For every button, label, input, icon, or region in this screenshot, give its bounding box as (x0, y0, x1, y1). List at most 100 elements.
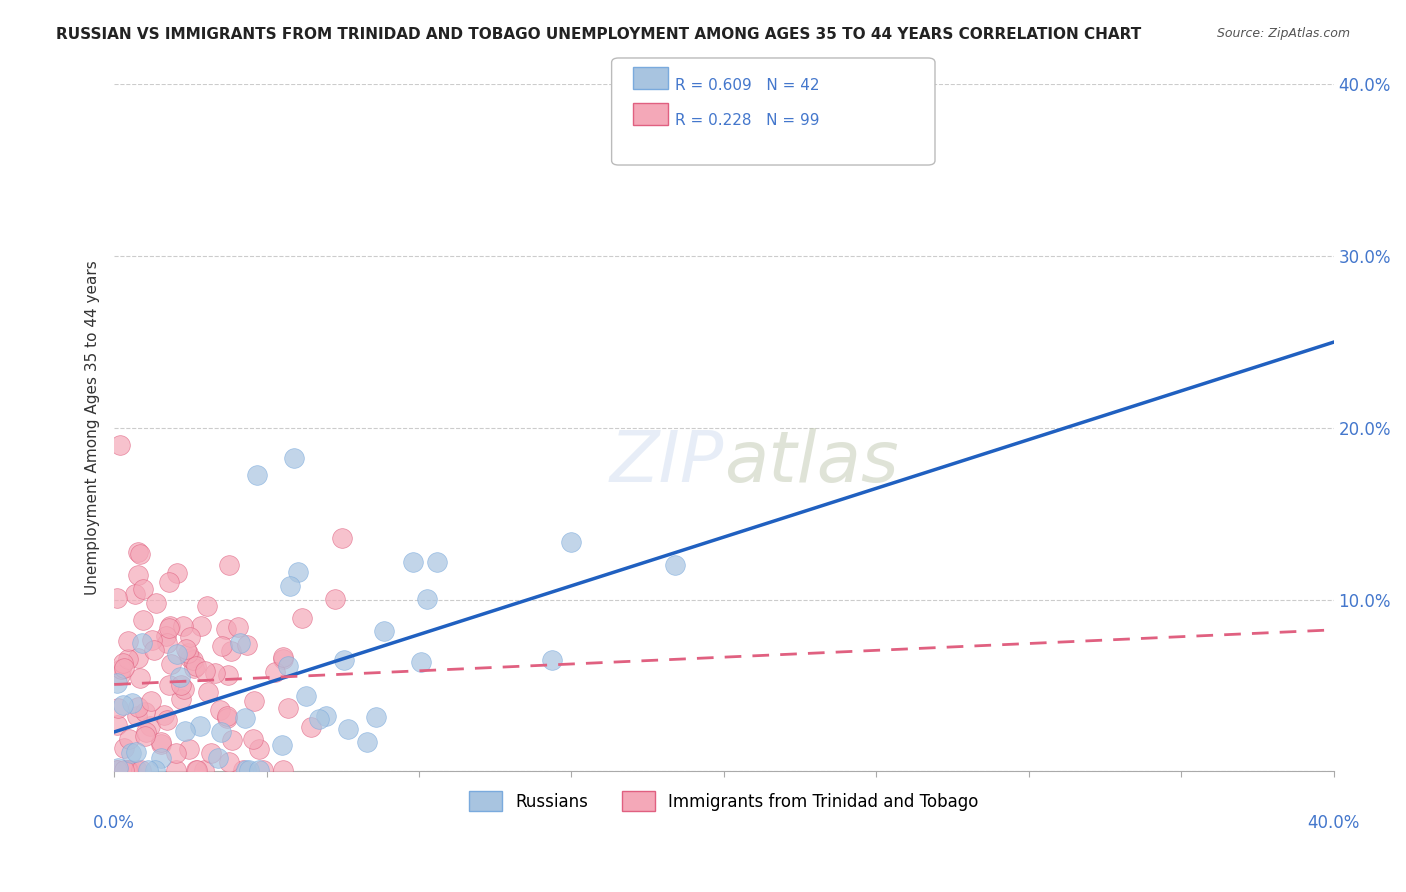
Point (120, 746, 142, 760)
Point (125, 745, 148, 759)
Point (186, 659, 208, 673)
Point (127, 545, 149, 559)
Point (141, 632, 163, 647)
Point (323, 591, 346, 606)
Text: 40.0%: 40.0% (1308, 814, 1360, 832)
Point (235, 763, 257, 777)
Point (232, 763, 254, 777)
Point (112, 741, 135, 756)
Point (105, 676, 128, 690)
Point (166, 647, 188, 661)
Point (157, 621, 180, 635)
Point (153, 708, 176, 723)
Point (560, 534, 582, 549)
Point (127, 699, 149, 714)
Point (105, 763, 128, 777)
Text: ZIP: ZIP (610, 428, 724, 497)
Point (195, 599, 218, 613)
Point (145, 596, 167, 610)
Text: atlas: atlas (724, 428, 898, 497)
Point (179, 742, 201, 756)
Point (337, 722, 360, 736)
Point (204, 666, 226, 681)
Point (271, 738, 294, 752)
Point (107, 761, 129, 775)
Point (364, 710, 387, 724)
Point (107, 700, 129, 714)
Point (110, 662, 132, 676)
Point (179, 651, 201, 665)
Point (218, 756, 240, 770)
Point (160, 657, 183, 671)
Point (183, 661, 205, 675)
Point (291, 611, 314, 625)
Point (277, 658, 299, 673)
Point (271, 649, 294, 664)
Point (135, 725, 157, 739)
Point (277, 701, 299, 715)
Point (121, 696, 143, 710)
Point (169, 670, 191, 684)
Point (409, 655, 432, 669)
Point (287, 565, 309, 579)
Point (117, 633, 139, 648)
Point (143, 643, 166, 657)
Point (221, 733, 243, 747)
Point (238, 763, 260, 777)
Point (194, 664, 217, 678)
Point (332, 653, 354, 667)
Point (172, 619, 194, 633)
Point (183, 653, 205, 667)
Point (264, 665, 287, 680)
Point (166, 566, 188, 580)
Point (131, 582, 153, 597)
Point (299, 720, 322, 734)
Point (217, 709, 239, 723)
Text: RUSSIAN VS IMMIGRANTS FROM TRINIDAD AND TOBAGO UNEMPLOYMENT AMONG AGES 35 TO 44 : RUSSIAN VS IMMIGRANTS FROM TRINIDAD AND … (56, 27, 1142, 42)
Point (315, 708, 337, 723)
Point (247, 741, 270, 756)
Point (426, 555, 449, 569)
Text: 0.0%: 0.0% (93, 814, 135, 832)
Legend: Russians, Immigrants from Trinidad and Tobago: Russians, Immigrants from Trinidad and T… (463, 784, 986, 818)
Point (170, 692, 193, 706)
Point (110, 438, 132, 452)
Point (173, 723, 195, 738)
Point (186, 763, 208, 777)
Point (127, 651, 149, 665)
Point (155, 629, 177, 643)
Point (402, 556, 425, 570)
Point (129, 763, 152, 777)
Point (165, 747, 187, 761)
Point (278, 579, 301, 593)
Point (190, 618, 212, 632)
Point (117, 651, 139, 665)
Point (179, 630, 201, 644)
Point (132, 613, 155, 627)
Point (174, 641, 197, 656)
Point (124, 586, 146, 600)
Point (165, 763, 187, 777)
Point (283, 451, 305, 466)
Point (112, 660, 135, 674)
Point (156, 714, 179, 728)
Point (150, 735, 173, 749)
Point (139, 694, 162, 708)
Point (218, 558, 240, 572)
Point (209, 703, 232, 717)
Point (229, 636, 252, 650)
Point (215, 622, 238, 636)
Point (295, 689, 318, 703)
Point (136, 763, 159, 777)
Point (149, 751, 172, 765)
Point (115, 763, 138, 777)
Point (111, 698, 134, 713)
Point (105, 717, 128, 731)
Point (129, 671, 152, 685)
Text: Source: ZipAtlas.com: Source: ZipAtlas.com (1216, 27, 1350, 40)
Point (193, 763, 215, 777)
Point (242, 732, 264, 747)
Point (157, 575, 180, 590)
Point (111, 656, 134, 670)
Point (308, 712, 330, 726)
